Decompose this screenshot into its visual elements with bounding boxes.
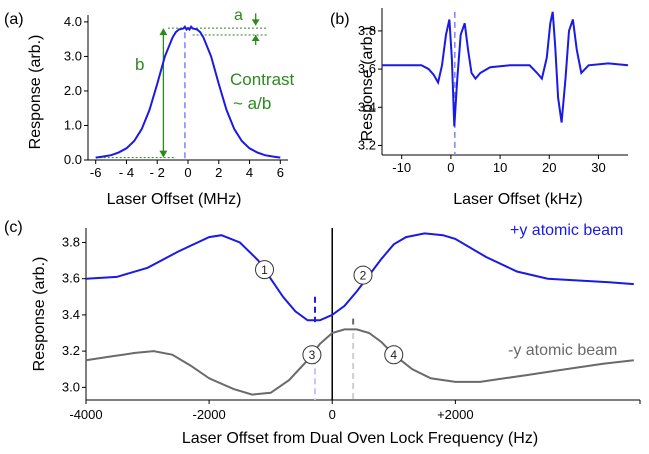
- panel-c-x-tick-label: -4000: [69, 407, 102, 422]
- contrast-label: Contrast: [230, 70, 295, 89]
- panel-a-xlabel: Laser Offset (MHz): [107, 191, 242, 208]
- panel-a-axes: -6 - 4 - 2 0 2 4 6 0.0 1.0 2.0 3.0 4.0: [64, 13, 288, 180]
- panel-a-y-tick-label: 3.0: [64, 48, 82, 63]
- panel-a: (a) Response (arb.) Laser Offset (MHz) -…: [4, 7, 295, 208]
- panel-a-y-tick-label: 1.0: [64, 117, 82, 132]
- panel-b-y-tick-label: 3.8: [358, 23, 376, 38]
- panel-c-xlabel: Laser Offset from Dual Oven Lock Frequen…: [182, 430, 538, 447]
- panel-a-x-tick-label: 6: [277, 165, 284, 180]
- panel-c-marker-label: 2: [360, 269, 367, 283]
- panel-c-y-tick-label: 3.6: [62, 271, 80, 286]
- panel-b-ylabel: Response (arb.): [359, 27, 376, 142]
- panel-b-x-tick-label: 10: [493, 160, 507, 175]
- panel-c-x-tick-label: +2000: [437, 407, 474, 422]
- panel-c-label: (c): [4, 219, 23, 236]
- panel-c-y-tick-label: 3.8: [62, 234, 80, 249]
- panel-a-x-tick-label: 4: [246, 165, 253, 180]
- panel-c: (c) Response (arb.) Laser Offset from Du…: [4, 219, 641, 447]
- panel-c-marker-circle: [353, 265, 373, 285]
- panel-b-xlabel: Laser Offset (kHz): [453, 191, 583, 208]
- panel-c-marker-label: 3: [309, 348, 316, 362]
- panel-b-label: (b): [330, 11, 350, 28]
- panel-c-marker-label: 4: [390, 348, 397, 362]
- panel-c-ylabel: Response (arb.): [31, 257, 48, 372]
- panel-b-x-tick-label: 20: [542, 160, 556, 175]
- panel-c-series-plus-y: [85, 232, 634, 322]
- contrast-formula: ~ a/b: [233, 94, 271, 113]
- panel-a-series-line: [95, 24, 281, 159]
- panel-b: (b) Response (arb.) Laser Offset (kHz) -…: [330, 8, 629, 208]
- panel-c-y-tick-label: 3.0: [62, 379, 80, 394]
- panel-a-annotations: a b Contrast ~ a/b: [135, 7, 295, 113]
- panel-c-x-tick-label: -2000: [192, 407, 225, 422]
- panel-b-x-tick-label: 0: [447, 160, 454, 175]
- panel-c-axes: -4000 -2000 0 +2000 3.0 3.2 3.4 3.6 3.8 1 2 3 4: [62, 228, 641, 422]
- panel-c-y-tick-label: 3.2: [62, 343, 80, 358]
- panel-a-ylabel: Response (arb.): [27, 35, 44, 150]
- panel-a-a-arrowhead-top: [251, 19, 260, 26]
- panel-b-y-tick-label: 3.4: [358, 99, 376, 114]
- panel-b-x-tick-label: 30: [591, 160, 605, 175]
- panel-a-x-tick-label: 0: [184, 165, 191, 180]
- panel-a-b-arrowhead-top: [159, 28, 168, 36]
- panel-c-series-minus-y: [85, 328, 634, 396]
- legend-plus-y: +y atomic beam: [510, 222, 623, 239]
- panel-c-marker-circle: [302, 345, 322, 365]
- panel-a-b-arrowhead-bottom: [159, 150, 168, 158]
- panel-b-axes: -10 0 10 20 30 3.2 3.4 3.6 3.8: [358, 8, 629, 175]
- legend-minus-y: -y atomic beam: [508, 342, 617, 359]
- panel-a-y-tick-label: 0.0: [64, 152, 82, 167]
- panel-a-a-arrowhead-bottom: [251, 35, 260, 42]
- panel-c-y-tick-label: 3.4: [62, 307, 80, 322]
- panel-a-label-a: a: [234, 7, 243, 24]
- panel-c-x-tick-label: 0: [329, 407, 336, 422]
- panel-a-x-tick-label: - 2: [150, 165, 165, 180]
- panel-a-label-b: b: [135, 55, 144, 74]
- panel-b-y-tick-label: 3.6: [358, 61, 376, 76]
- panel-a-x-tick-label: - 4: [119, 165, 134, 180]
- panel-a-x-tick-label: -6: [90, 165, 102, 180]
- panel-a-y-tick-label: 2.0: [64, 83, 82, 98]
- panel-b-series-line: [382, 11, 629, 127]
- panel-b-x-tick-label: -10: [392, 160, 411, 175]
- panel-a-x-tick-label: 2: [215, 165, 222, 180]
- panel-b-y-tick-label: 3.2: [358, 137, 376, 152]
- panel-a-y-tick-label: 4.0: [64, 14, 82, 29]
- panel-c-marker-circle: [255, 260, 275, 280]
- panel-c-marker-label: 1: [261, 263, 268, 277]
- panel-a-label: (a): [4, 11, 24, 28]
- panel-c-marker-circle: [384, 345, 404, 365]
